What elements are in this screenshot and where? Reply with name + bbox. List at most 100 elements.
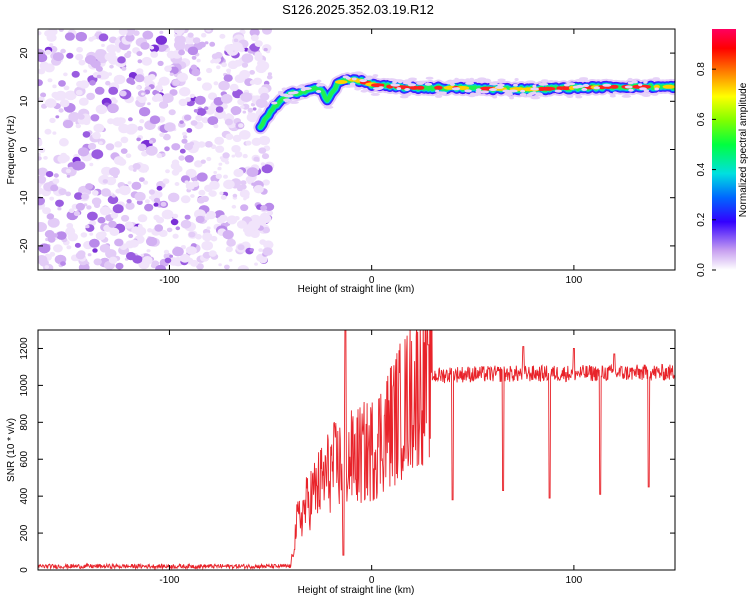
- noise-blob: [172, 246, 184, 257]
- x-tick-label: -100: [159, 575, 179, 586]
- noise-blob: [140, 42, 150, 50]
- noise-blob: [38, 79, 43, 87]
- noise-blob: [231, 145, 241, 153]
- noise-blob: [141, 56, 153, 66]
- noise-blob: [38, 138, 43, 145]
- noise-blob: [189, 93, 195, 98]
- noise-blob: [258, 108, 262, 112]
- halo-speckle: [296, 85, 306, 89]
- noise-blob: [260, 92, 270, 101]
- bottom-plot-frame: [37, 329, 676, 571]
- noise-blob: [118, 185, 131, 196]
- noise-blob: [136, 96, 142, 101]
- noise-blob: [68, 208, 75, 213]
- noise-blob: [228, 258, 233, 262]
- noise-blob: [223, 179, 235, 190]
- noise-blob: [206, 67, 213, 74]
- noise-blob: [142, 30, 154, 40]
- noise-blob: [231, 204, 237, 209]
- halo-speckle: [387, 78, 396, 82]
- noise-blob: [209, 180, 220, 190]
- noise-blob: [127, 181, 132, 185]
- noise-blob: [150, 263, 157, 269]
- noise-blob: [208, 250, 217, 257]
- noise-blob: [156, 153, 163, 159]
- noise-blob: [38, 147, 46, 153]
- noise-blob: [227, 71, 231, 75]
- noise-blob: [193, 109, 199, 113]
- noise-blob: [260, 162, 266, 166]
- noise-blob: [95, 104, 108, 115]
- noise-blob: [242, 153, 248, 159]
- noise-blob: [75, 202, 85, 211]
- noise-blob: [71, 70, 80, 78]
- noise-blob: [219, 33, 226, 39]
- noise-blob: [58, 108, 64, 113]
- noise-blob: [185, 168, 197, 178]
- halo-speckle: [538, 93, 544, 97]
- noise-blob: [63, 72, 68, 77]
- halo-speckle: [438, 91, 443, 95]
- noise-blob: [225, 133, 234, 140]
- halo-speckle: [609, 94, 616, 98]
- noise-blob: [77, 113, 85, 120]
- noise-blob: [126, 199, 132, 204]
- top-x-axis-label: Height of straight line (km): [298, 284, 415, 295]
- halo-speckle: [475, 90, 482, 94]
- noise-blob: [258, 99, 268, 108]
- halo-speckle: [643, 89, 650, 93]
- noise-blob: [195, 234, 202, 240]
- halo-speckle: [579, 77, 589, 81]
- halo-speckle: [628, 88, 634, 92]
- noise-blob: [91, 149, 104, 160]
- noise-blob: [206, 226, 211, 230]
- noise-blob: [156, 43, 167, 52]
- noise-blob: [66, 174, 71, 178]
- noise-blob: [262, 179, 270, 186]
- noise-blob: [64, 32, 75, 41]
- noise-blob: [217, 166, 222, 171]
- noise-blob: [121, 66, 127, 71]
- noise-blob: [114, 141, 123, 148]
- halo-speckle: [489, 82, 498, 86]
- noise-blob: [75, 53, 84, 61]
- noise-blob: [106, 44, 117, 54]
- noise-blob: [95, 231, 106, 241]
- noise-blob: [233, 59, 243, 67]
- noise-blob: [175, 226, 181, 231]
- halo-speckle: [316, 83, 321, 87]
- y-tick-label: 1000: [19, 374, 30, 397]
- noise-blob: [169, 254, 174, 258]
- noise-blob: [251, 137, 262, 146]
- noise-blob: [191, 180, 200, 187]
- halo-speckle: [424, 82, 433, 86]
- bottom-x-axis-label: Height of straight line (km): [298, 585, 415, 596]
- noise-blob: [149, 140, 153, 144]
- noise-blob: [75, 123, 82, 129]
- noise-blob: [83, 69, 88, 73]
- ridge-peak: [335, 80, 348, 84]
- noise-blob: [76, 46, 83, 53]
- noise-blob: [108, 256, 118, 264]
- noise-blob: [237, 186, 243, 192]
- noise-blob: [126, 123, 138, 134]
- noise-blob: [159, 30, 164, 35]
- noise-blob: [233, 38, 239, 43]
- noise-blob: [196, 108, 207, 116]
- noise-blob: [58, 80, 66, 87]
- noise-blob: [239, 130, 251, 140]
- noise-blob: [72, 160, 84, 171]
- noise-blob: [223, 174, 228, 179]
- noise-blob: [253, 77, 263, 86]
- noise-blob: [166, 227, 173, 233]
- noise-blob: [141, 92, 145, 96]
- noise-blob: [118, 29, 128, 36]
- noise-blob: [92, 248, 98, 253]
- noise-blob: [89, 232, 94, 236]
- noise-blob: [143, 180, 149, 185]
- noise-blob: [184, 214, 191, 220]
- noise-blob: [174, 35, 186, 45]
- noise-blob: [44, 230, 55, 239]
- noise-blob: [108, 86, 119, 95]
